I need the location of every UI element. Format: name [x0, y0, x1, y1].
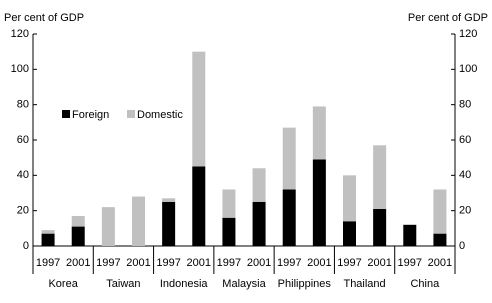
bar-segment	[373, 208, 387, 246]
x-tick-label: 2001	[367, 257, 391, 269]
y-tick-label: 40	[17, 169, 29, 181]
group-label: Taiwan	[106, 278, 140, 290]
bar-segment	[403, 224, 417, 246]
bar-segment	[252, 168, 266, 202]
bar-segment	[162, 201, 176, 246]
bar-segment	[252, 201, 266, 246]
bar-segment	[373, 145, 387, 209]
group-label: Indonesia	[160, 278, 209, 290]
bar-segment	[312, 106, 326, 160]
bar-segment	[343, 221, 356, 246]
y2-axis-label: Per cent of GDP	[408, 12, 488, 24]
bar-segment	[101, 207, 115, 246]
y-tick-label: 60	[17, 134, 29, 146]
y-tick-label: 120	[11, 28, 29, 40]
group-label: Philippines	[278, 278, 332, 290]
x-tick-label: 1997	[277, 257, 301, 269]
legend-label: Domestic	[137, 109, 183, 121]
legend-swatch	[62, 110, 70, 118]
y2-tick-label: 60	[459, 134, 471, 146]
bar-segment	[282, 189, 296, 246]
y-axis-label: Per cent of GDP	[4, 12, 84, 24]
x-tick-label: 2001	[66, 257, 90, 269]
y-tick-label: 80	[17, 99, 29, 111]
y2-tick-label: 100	[459, 63, 477, 75]
bar-segment	[222, 189, 236, 218]
bar-segment	[162, 198, 176, 202]
x-tick-label: 1997	[96, 257, 120, 269]
bar-segment	[41, 233, 55, 246]
group-label: China	[410, 278, 440, 290]
bar-segment	[41, 230, 55, 234]
y-tick-label: 20	[17, 205, 29, 217]
x-tick-label: 2001	[187, 257, 211, 269]
bar-segment	[282, 127, 296, 190]
x-tick-label: 2001	[307, 257, 331, 269]
y2-tick-label: 0	[459, 240, 465, 252]
bar-segment	[192, 51, 206, 167]
bar-segment	[71, 226, 85, 246]
bar-segment	[71, 215, 85, 227]
y2-tick-label: 20	[459, 205, 471, 217]
bar-segment	[222, 217, 236, 246]
x-tick-label: 1997	[398, 257, 422, 269]
x-tick-label: 2001	[428, 257, 452, 269]
bar-segment	[433, 189, 447, 234]
bar-segment	[343, 175, 356, 222]
x-tick-label: 1997	[217, 257, 241, 269]
y-tick-label: 100	[11, 63, 29, 75]
y2-tick-label: 120	[459, 28, 477, 40]
legend-label: Foreign	[72, 109, 109, 121]
x-tick-label: 2001	[247, 257, 271, 269]
bar-segment	[192, 166, 206, 246]
group-label: Thailand	[343, 278, 385, 290]
group-label: Korea	[48, 278, 78, 290]
x-tick-label: 1997	[337, 257, 361, 269]
y-tick-label: 0	[23, 240, 29, 252]
group-label: Malaysia	[222, 278, 266, 290]
bar-segment	[312, 159, 326, 246]
x-tick-label: 2001	[126, 257, 150, 269]
x-tick-label: 1997	[156, 257, 180, 269]
y2-tick-label: 40	[459, 169, 471, 181]
y2-tick-label: 80	[459, 99, 471, 111]
bar-segment	[132, 196, 145, 246]
bar-segment	[433, 233, 447, 246]
legend-swatch	[127, 110, 135, 118]
x-tick-label: 1997	[36, 257, 60, 269]
